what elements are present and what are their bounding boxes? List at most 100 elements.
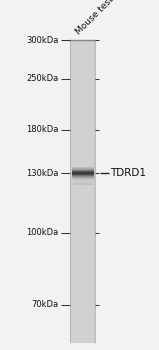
- Bar: [70, 176, 95, 180]
- Bar: [70, 245, 95, 248]
- Bar: [70, 131, 95, 135]
- Bar: [73, 180, 93, 181]
- Bar: [70, 298, 95, 301]
- Bar: [72, 173, 94, 174]
- Bar: [70, 195, 95, 199]
- Bar: [70, 70, 95, 74]
- Bar: [70, 161, 95, 165]
- Bar: [70, 82, 95, 86]
- Bar: [70, 199, 95, 203]
- Bar: [70, 90, 95, 93]
- Bar: [70, 146, 95, 150]
- Bar: [70, 135, 95, 139]
- Bar: [70, 271, 95, 275]
- Text: 250kDa: 250kDa: [27, 74, 59, 83]
- Bar: [70, 226, 95, 230]
- Bar: [70, 301, 95, 305]
- Bar: [70, 40, 72, 343]
- Bar: [70, 173, 95, 176]
- Bar: [70, 252, 95, 256]
- Bar: [73, 181, 93, 182]
- Bar: [70, 40, 95, 44]
- Bar: [70, 63, 95, 67]
- Bar: [70, 320, 95, 324]
- Bar: [70, 275, 95, 279]
- Bar: [70, 279, 95, 282]
- Bar: [70, 256, 95, 260]
- Text: Mouse testis: Mouse testis: [74, 0, 120, 37]
- Bar: [70, 248, 95, 252]
- Bar: [70, 51, 95, 55]
- Bar: [70, 260, 95, 264]
- Bar: [72, 174, 94, 175]
- Bar: [70, 207, 95, 211]
- Bar: [70, 222, 95, 226]
- Bar: [70, 180, 95, 184]
- Bar: [70, 305, 95, 309]
- Text: 300kDa: 300kDa: [26, 36, 59, 45]
- Bar: [72, 178, 94, 179]
- Text: TDRD1: TDRD1: [111, 168, 146, 178]
- Bar: [70, 264, 95, 267]
- Text: 180kDa: 180kDa: [26, 125, 59, 134]
- Bar: [70, 142, 95, 146]
- Bar: [70, 191, 95, 195]
- Bar: [70, 313, 95, 316]
- Bar: [70, 74, 95, 78]
- Bar: [70, 93, 95, 97]
- Bar: [72, 170, 94, 171]
- Bar: [70, 241, 95, 245]
- Bar: [70, 44, 95, 48]
- Bar: [70, 139, 95, 142]
- Bar: [70, 105, 95, 108]
- Bar: [70, 218, 95, 222]
- Bar: [70, 282, 95, 286]
- Bar: [72, 175, 94, 176]
- Bar: [72, 172, 94, 173]
- Bar: [70, 286, 95, 290]
- Bar: [70, 188, 95, 192]
- Bar: [70, 214, 95, 218]
- Bar: [70, 294, 95, 298]
- Bar: [73, 182, 93, 183]
- Bar: [70, 78, 95, 82]
- Bar: [70, 101, 95, 105]
- Bar: [72, 167, 94, 168]
- Bar: [70, 48, 95, 51]
- Text: 70kDa: 70kDa: [32, 300, 59, 309]
- Bar: [70, 59, 95, 63]
- Bar: [70, 124, 95, 127]
- Bar: [72, 176, 94, 177]
- Bar: [70, 112, 95, 116]
- Bar: [70, 158, 95, 161]
- Bar: [70, 328, 95, 332]
- Bar: [94, 40, 95, 343]
- Bar: [70, 324, 95, 328]
- Bar: [70, 233, 95, 237]
- Bar: [70, 127, 95, 131]
- Bar: [70, 267, 95, 271]
- Bar: [70, 116, 95, 120]
- Bar: [70, 150, 95, 154]
- Bar: [72, 177, 94, 178]
- Bar: [70, 169, 95, 173]
- Bar: [70, 230, 95, 233]
- Bar: [72, 171, 94, 172]
- Bar: [70, 97, 95, 101]
- Bar: [70, 108, 95, 112]
- Bar: [72, 179, 94, 180]
- Bar: [70, 332, 95, 335]
- Bar: [73, 183, 93, 184]
- Bar: [70, 316, 95, 320]
- Bar: [70, 165, 95, 169]
- Bar: [70, 55, 95, 59]
- Bar: [72, 169, 94, 170]
- Bar: [70, 120, 95, 124]
- Bar: [70, 86, 95, 90]
- Bar: [70, 154, 95, 158]
- Bar: [70, 203, 95, 207]
- Bar: [70, 309, 95, 313]
- Bar: [70, 184, 95, 188]
- Bar: [73, 184, 93, 185]
- Bar: [70, 339, 95, 343]
